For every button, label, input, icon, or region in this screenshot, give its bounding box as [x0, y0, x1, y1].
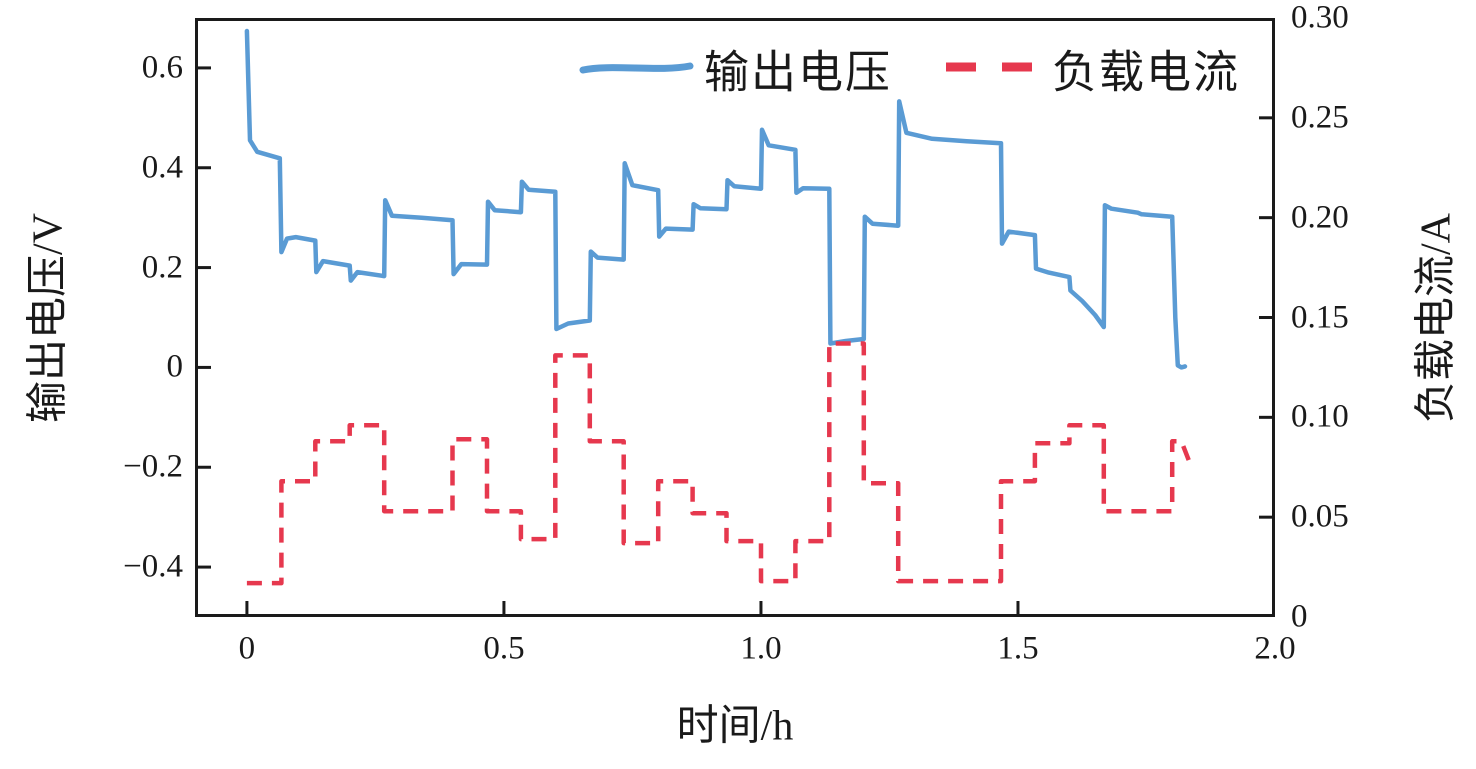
y-right-tick-label: 0	[1291, 598, 1308, 635]
y-axis-right-label: 负载电流/A	[1413, 212, 1460, 424]
legend	[579, 62, 1042, 74]
current-curve	[246, 341, 1192, 586]
y-left-tick-label: 0.4	[141, 149, 183, 186]
y-left-tick-label: 0	[166, 348, 184, 385]
y-axis-left-label: 输出电压/V	[25, 212, 72, 424]
voltage-curve	[244, 28, 1188, 370]
x-tick-label: 0.5	[483, 630, 525, 667]
legend-line-voltage-icon	[579, 62, 694, 74]
x-tick-label: 1.5	[997, 630, 1039, 667]
y-right-tick-label: 0.20	[1291, 199, 1349, 236]
y-right-tick-label: 0.15	[1291, 299, 1349, 335]
y-right-tick-label: 0.10	[1291, 398, 1349, 435]
y-left-tick-label: −0.2	[123, 448, 183, 485]
plot-frame	[195, 18, 1275, 617]
y-right-tick-label: 0.05	[1291, 498, 1349, 535]
x-tick-label: 2.0	[1254, 630, 1296, 667]
y-left-tick-label: 0.2	[141, 249, 183, 286]
x-axis-label: 时间/h	[676, 703, 794, 750]
legend-label-voltage: 输出电压	[704, 47, 893, 98]
y-left-tick-label: 0.6	[141, 49, 183, 86]
y-right-tick-label: 0.25	[1291, 99, 1349, 136]
legend-label-current: 负载电流	[1052, 47, 1241, 98]
y-left-tick-label: −0.4	[123, 548, 183, 585]
x-tick-label: 0	[238, 630, 256, 667]
plot-area	[195, 18, 1275, 617]
y-right-tick-label: 0.30	[1291, 0, 1349, 36]
x-tick-label: 1.0	[740, 630, 782, 667]
